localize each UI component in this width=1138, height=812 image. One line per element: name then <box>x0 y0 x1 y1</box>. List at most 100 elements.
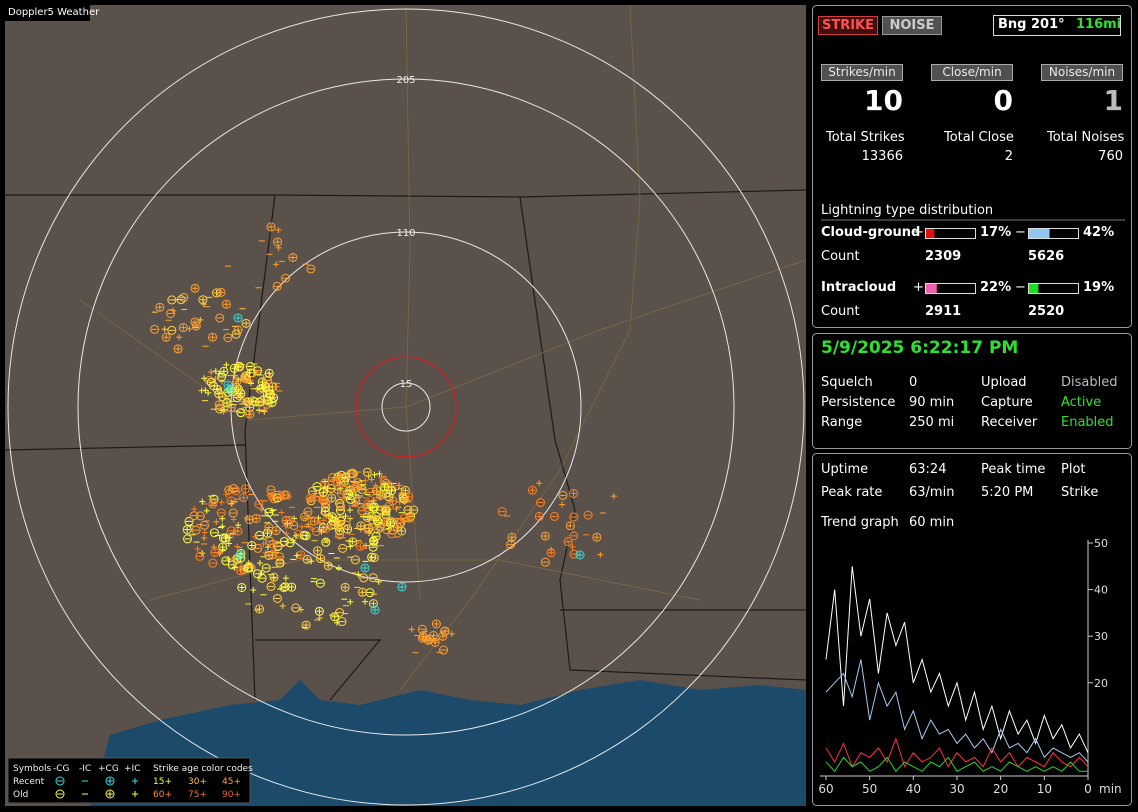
strike-ring <box>183 534 193 544</box>
strike-symbol <box>273 383 280 390</box>
strike-symbol <box>190 283 200 293</box>
count: 5626 <box>1028 249 1065 264</box>
strike-ring <box>225 385 235 395</box>
strike-ring <box>540 531 550 541</box>
strike-symbol <box>398 490 405 497</box>
panel-borders <box>812 5 1132 806</box>
strike-ring <box>248 396 258 406</box>
strike-symbol <box>321 537 331 547</box>
strike-ring <box>428 630 438 640</box>
strike-ring <box>264 507 274 517</box>
strike-symbol <box>246 411 253 418</box>
strike-symbol <box>347 515 354 522</box>
strike-symbol <box>270 574 277 581</box>
strike-symbol <box>313 546 323 556</box>
strike-symbol <box>293 552 300 559</box>
strike-symbol <box>355 541 365 551</box>
strike-symbol <box>229 484 239 494</box>
sign: − <box>1015 225 1026 240</box>
strike-ring <box>227 560 237 570</box>
trend-line <box>825 659 1089 763</box>
bar-frame <box>1028 283 1079 294</box>
strike-symbol <box>229 363 239 373</box>
strike-symbol <box>190 317 200 327</box>
strike-symbol <box>362 477 369 484</box>
y-tick-label: 40 <box>1094 584 1108 597</box>
strike-ring <box>440 626 450 636</box>
strike-symbol <box>363 542 370 549</box>
strike-symbol <box>408 626 415 633</box>
strike-ring <box>357 587 367 597</box>
strike-ring <box>216 287 226 297</box>
strike-symbol <box>316 554 326 564</box>
strike-ring <box>359 573 369 583</box>
legend-age: 30+ <box>188 777 207 787</box>
strike-symbol <box>306 264 316 274</box>
status-item: 0 <box>909 375 918 390</box>
strike-ring <box>166 308 176 318</box>
strike-symbol <box>355 571 362 578</box>
strike-symbol <box>167 295 177 305</box>
strike-symbol <box>228 508 238 518</box>
strike-symbol <box>546 548 556 558</box>
strike-symbol <box>223 361 230 368</box>
strike-ring <box>261 563 271 573</box>
strike-ring <box>182 525 192 535</box>
strike-ring <box>167 325 177 335</box>
strike-ring <box>264 368 274 378</box>
strike-symbol <box>380 482 390 492</box>
strike-ring <box>371 531 381 541</box>
strike-symbol <box>284 520 291 527</box>
strike-symbol <box>275 492 285 502</box>
strike-symbol <box>203 507 210 514</box>
strike-symbol <box>323 561 333 571</box>
bar-fill <box>926 229 935 238</box>
strike-symbol <box>223 380 233 390</box>
strike-symbol <box>218 378 225 385</box>
strike-symbol <box>534 511 544 521</box>
strike-symbol <box>331 476 341 486</box>
strike-ring <box>210 547 220 557</box>
range-rings <box>7 8 805 806</box>
strike-ring <box>575 550 585 560</box>
strike-symbol <box>431 619 441 629</box>
strike-ring <box>356 521 366 531</box>
strike-symbol <box>440 626 450 636</box>
sign: + <box>913 280 924 295</box>
strike-ring <box>534 511 544 521</box>
strike-symbol <box>338 543 348 553</box>
strike-symbol <box>301 620 311 630</box>
strike-symbol <box>213 518 220 525</box>
strike-symbol <box>271 526 281 536</box>
strike-symbol <box>264 550 274 560</box>
strike-symbol <box>155 302 165 312</box>
strike-ring <box>299 530 309 540</box>
strike-symbol <box>367 504 374 511</box>
strike-symbol <box>272 281 282 291</box>
x-tick-label: 60 <box>818 782 833 796</box>
strike-ring <box>569 549 579 559</box>
strike-symbol <box>324 484 331 491</box>
strike-symbol <box>266 485 276 495</box>
strike-symbol <box>569 543 576 550</box>
strike-ring <box>257 573 267 583</box>
strike-symbol <box>239 493 249 503</box>
noise-button[interactable]: NOISE <box>882 16 942 35</box>
strike-symbol <box>215 313 225 323</box>
strike-symbol <box>260 540 267 547</box>
strike-symbol <box>372 513 379 520</box>
strike-symbol <box>528 485 538 495</box>
close-ring <box>355 356 457 458</box>
strike-ring <box>179 292 189 302</box>
roads <box>79 4 807 691</box>
strike-ring <box>221 556 231 566</box>
strike-symbol <box>307 496 314 503</box>
strike-ring <box>497 507 507 517</box>
strike-ring <box>217 372 227 382</box>
distance: 116mi <box>1076 17 1122 32</box>
strike-symbol <box>223 333 233 343</box>
strike-symbol <box>170 307 177 314</box>
strike-ring <box>368 599 378 609</box>
strike-button[interactable]: STRIKE <box>818 16 878 35</box>
